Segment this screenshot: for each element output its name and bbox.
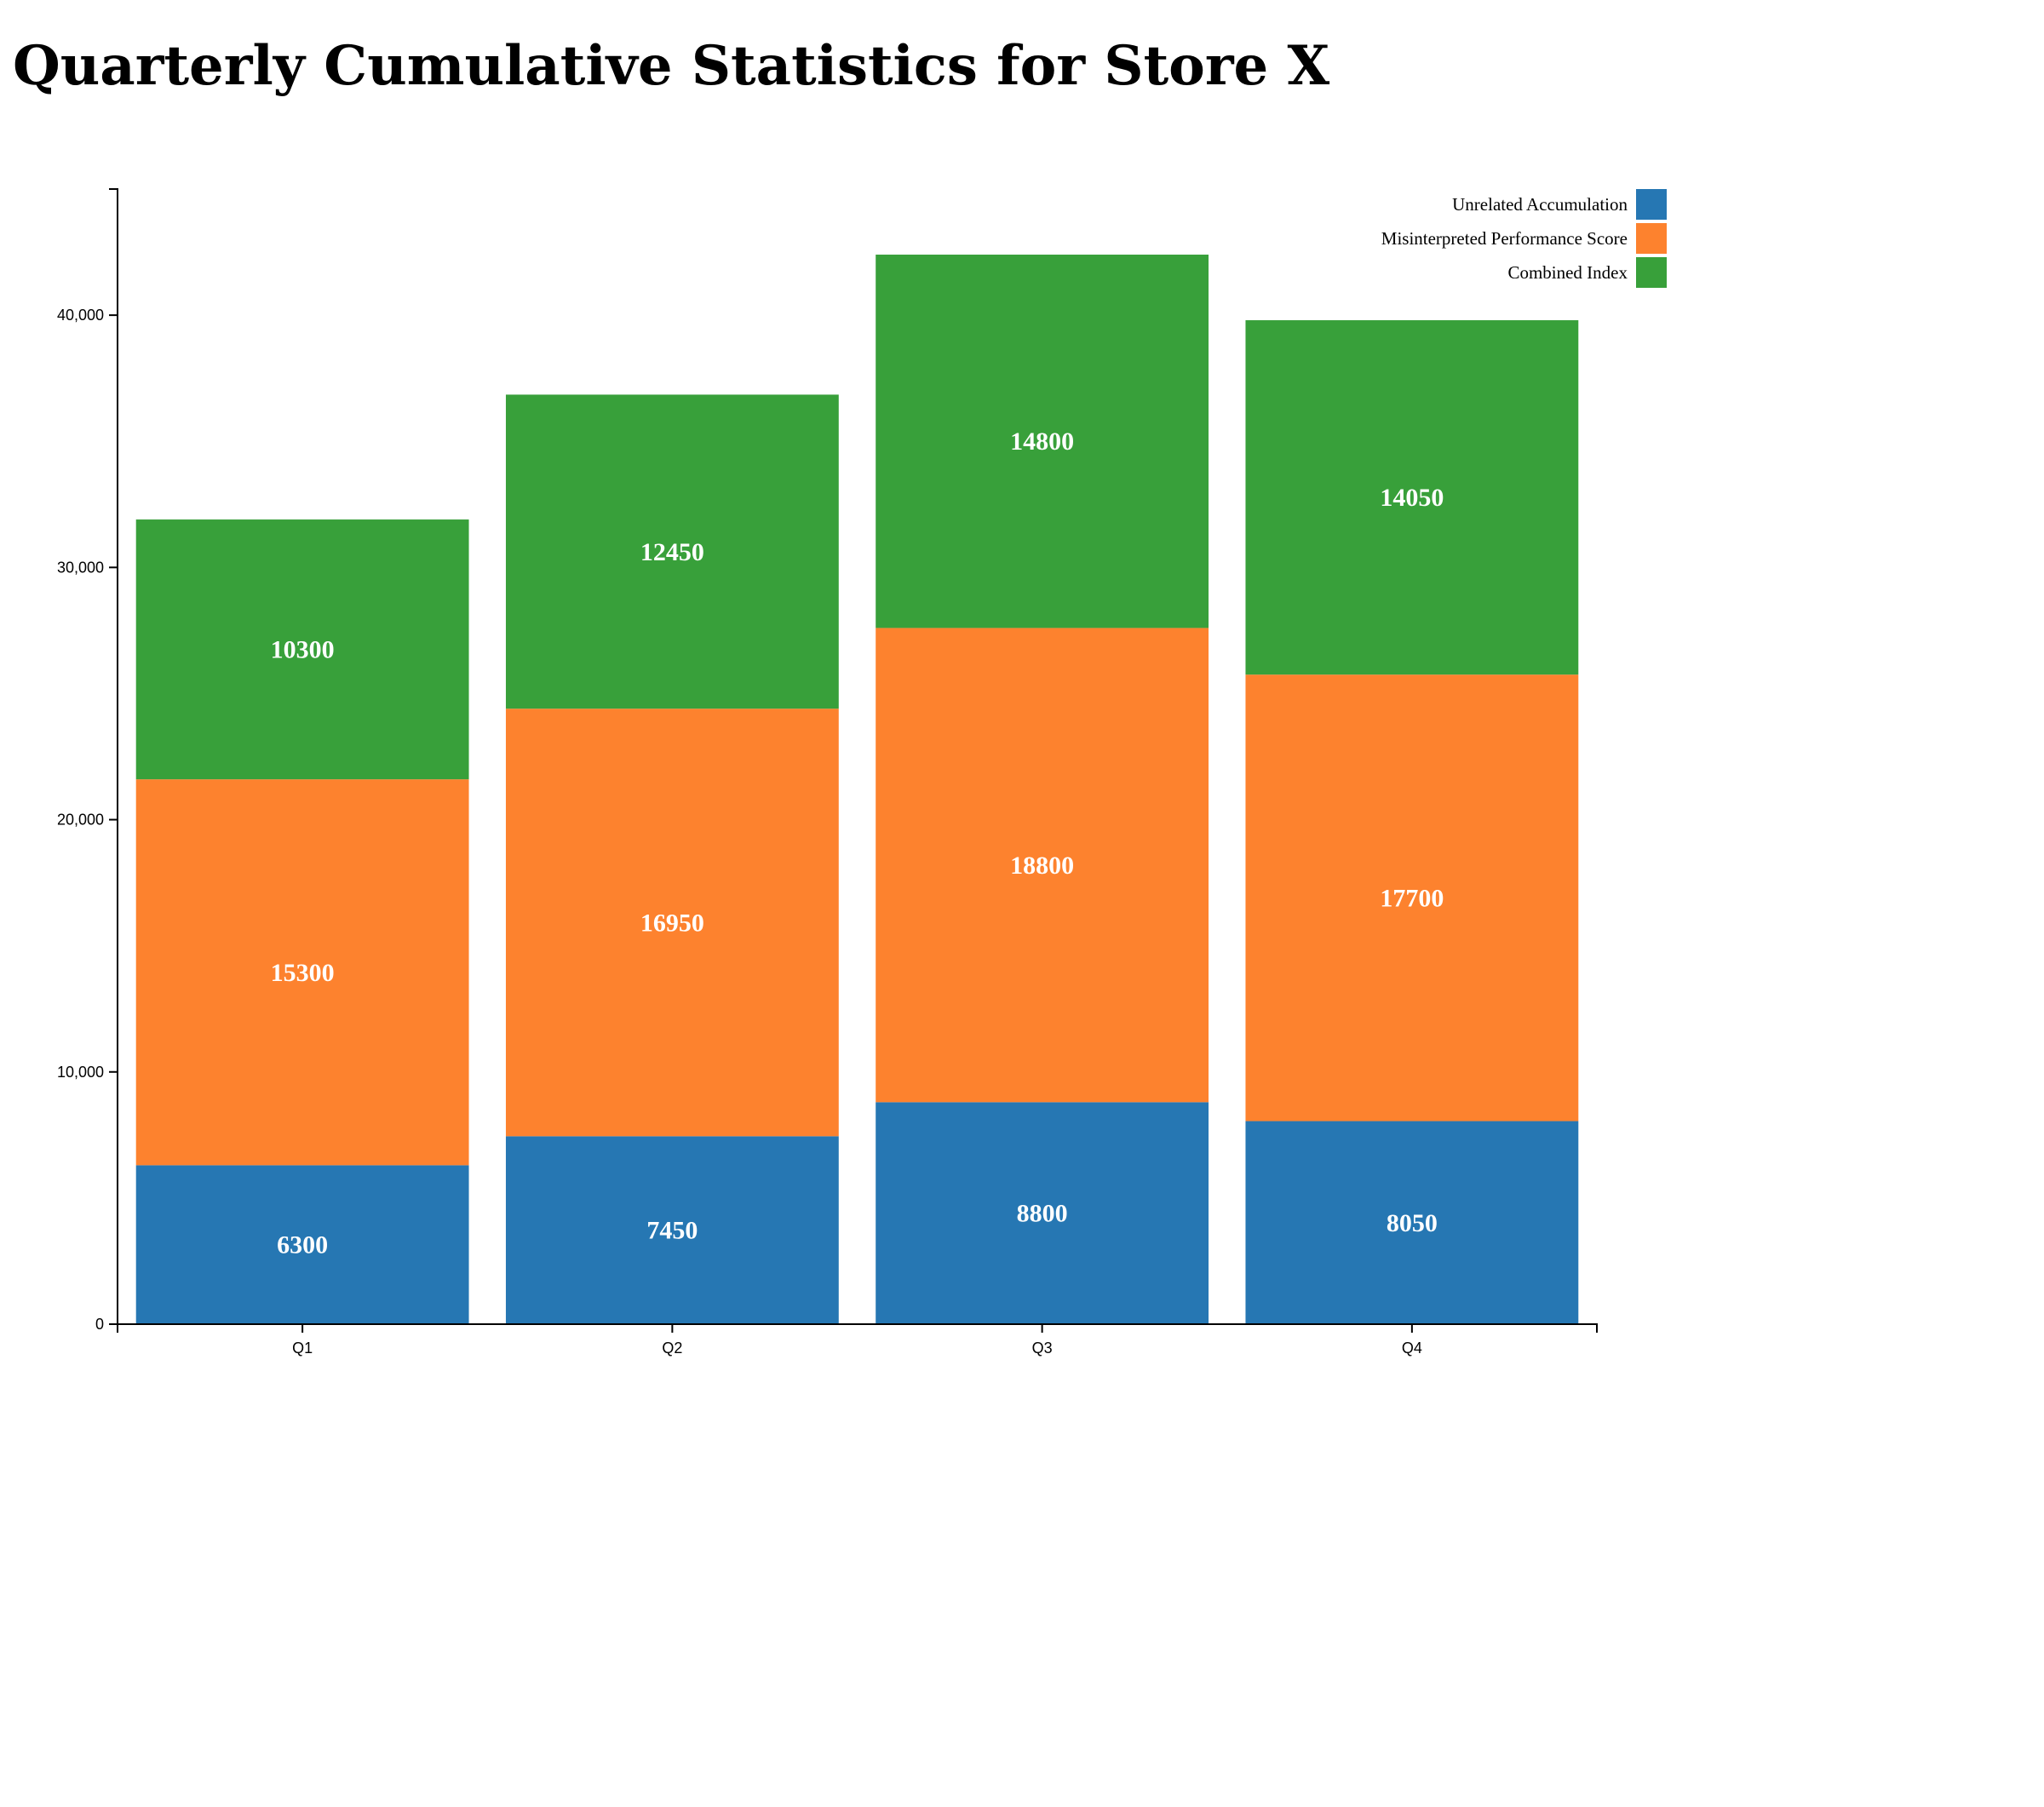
- y-tick-label: 0: [95, 1316, 104, 1333]
- x-tick-label-q1: Q1: [292, 1339, 313, 1357]
- data-label-q2-series-2: 12450: [640, 538, 704, 566]
- data-label-q3-series-1: 18800: [1010, 852, 1074, 880]
- data-label-q1-series-0: 6300: [277, 1231, 328, 1259]
- chart-title: Quarterly Cumulative Statistics for Stor…: [13, 34, 1330, 98]
- bar-q4-series-2: [1245, 320, 1579, 675]
- legend: Unrelated Accumulation Misinterpreted Per…: [1381, 189, 1667, 288]
- y-axis: 0 10,000 20,000 30,000 40,000: [57, 188, 118, 1333]
- data-label-q4-series-1: 17700: [1380, 884, 1444, 912]
- data-label-q2-series-1: 16950: [640, 909, 704, 937]
- x-axis: Q1 Q2 Q3 Q4: [117, 1323, 1598, 1357]
- bar-q2-series-0: [505, 1136, 839, 1324]
- bar-labels-layer: 6300 15300 10300 7450 16950 12450 8800 18800 148…: [271, 427, 1444, 1259]
- legend-label-0: Unrelated Accumulation: [1452, 194, 1628, 215]
- y-tick-label: 40,000: [57, 307, 104, 324]
- bar-q1-series-1: [135, 779, 469, 1166]
- data-label-q3-series-2: 14800: [1010, 427, 1074, 456]
- data-label-q4-series-2: 14050: [1380, 484, 1444, 512]
- data-label-q1-series-1: 15300: [271, 959, 335, 987]
- x-tick-label-q2: Q2: [662, 1339, 682, 1357]
- bar-q3-series-1: [876, 628, 1209, 1103]
- legend-label-2: Combined Index: [1507, 262, 1628, 283]
- bar-q2-series-1: [505, 708, 839, 1137]
- legend-swatch-1: [1636, 223, 1667, 254]
- bars-layer: [135, 255, 1579, 1324]
- bar-q1-series-2: [135, 519, 469, 780]
- legend-swatch-2: [1636, 257, 1667, 288]
- y-tick-label: 10,000: [57, 1064, 104, 1081]
- bar-q3-series-2: [876, 255, 1209, 628]
- data-label-q3-series-0: 8800: [1017, 1200, 1068, 1228]
- legend-label-1: Misinterpreted Performance Score: [1381, 228, 1628, 249]
- legend-swatch-0: [1636, 189, 1667, 220]
- y-axis-line: [109, 188, 118, 1325]
- y-tick-label: 20,000: [57, 812, 104, 829]
- x-tick-label-q4: Q4: [1402, 1339, 1422, 1357]
- x-axis-line: [117, 1323, 1598, 1333]
- bar-q1-series-0: [135, 1165, 469, 1324]
- bar-q3-series-0: [876, 1102, 1209, 1324]
- y-tick-label: 30,000: [57, 559, 104, 576]
- bar-q4-series-1: [1245, 674, 1579, 1121]
- bar-q4-series-0: [1245, 1121, 1579, 1324]
- data-label-q4-series-0: 8050: [1387, 1209, 1438, 1237]
- data-label-q2-series-0: 7450: [646, 1217, 698, 1245]
- bar-q2-series-2: [505, 394, 839, 709]
- x-tick-label-q3: Q3: [1032, 1339, 1053, 1357]
- data-label-q1-series-2: 10300: [271, 636, 335, 664]
